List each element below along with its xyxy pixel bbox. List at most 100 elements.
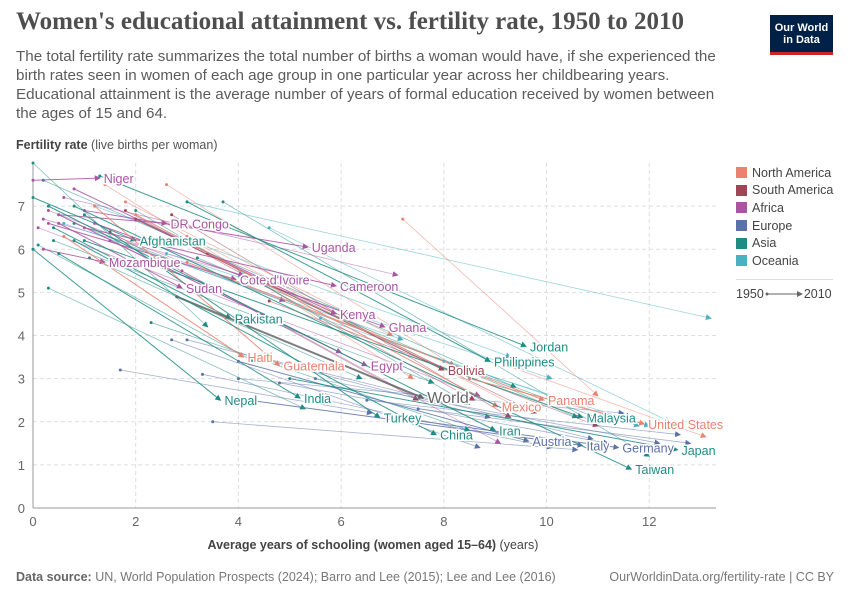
country-label[interactable]: United States (647, 416, 725, 433)
arrow-line (94, 205, 281, 367)
arrow-line (269, 227, 671, 423)
start-point (288, 377, 292, 381)
country-label[interactable]: World (426, 389, 471, 409)
arrow-sudan[interactable] (57, 221, 183, 289)
arrow-series-58[interactable] (257, 355, 594, 441)
country-label[interactable]: Haiti (246, 350, 274, 367)
arrow-series-51[interactable] (200, 372, 553, 450)
arrow-mexico[interactable] (134, 213, 499, 408)
arrow-india[interactable] (57, 252, 301, 399)
country-label[interactable]: Turkey (382, 410, 423, 427)
arrow-series-42[interactable] (267, 299, 599, 428)
credit-link[interactable]: OurWorldinData.org/fertility-rate | CC B… (609, 570, 834, 584)
arrow-guatemala[interactable] (93, 204, 281, 367)
arrow-line (402, 218, 599, 397)
start-point (46, 286, 50, 290)
arrow-series-72[interactable] (267, 226, 671, 423)
arrow-haiti[interactable] (62, 234, 245, 358)
arrow-line (186, 261, 545, 402)
arrow-bolivia[interactable] (134, 217, 445, 371)
arrow-italy[interactable] (247, 398, 584, 448)
arrow-mozambique[interactable] (41, 247, 106, 265)
legend-label: Africa (752, 200, 784, 215)
arrow-iran[interactable] (46, 204, 497, 431)
country-label[interactable]: Mozambique (107, 255, 182, 272)
country-label[interactable]: Austria (531, 434, 573, 451)
arrow-series-35[interactable] (185, 234, 522, 410)
country-label[interactable]: Egypt (369, 358, 404, 375)
arrow-series-54[interactable] (118, 368, 373, 416)
arrow-pakistan[interactable] (52, 226, 232, 319)
arrow-austria[interactable] (236, 359, 530, 443)
country-label[interactable]: Uganda (310, 240, 357, 257)
country-label[interactable]: Nepal (223, 393, 259, 410)
arrow-series-76[interactable] (185, 200, 712, 321)
legend-item-oceania[interactable]: Oceania (736, 252, 833, 270)
start-point (319, 316, 323, 320)
arrow-cote-d-ivoire[interactable] (46, 221, 237, 281)
arrow-series-56[interactable] (211, 420, 579, 453)
legend-item-south-america[interactable]: South America (736, 182, 833, 200)
arrow-series-64[interactable] (52, 239, 435, 384)
start-point (134, 208, 138, 212)
arrow-germany[interactable] (390, 415, 620, 450)
arrow-panama[interactable] (185, 260, 545, 402)
legend-item-north-america[interactable]: North America (736, 164, 833, 182)
country-label[interactable]: Ghana (387, 319, 428, 336)
country-label[interactable]: Taiwan (634, 462, 676, 479)
country-label[interactable]: DR Congo (169, 216, 230, 233)
country-label[interactable]: Jordan (528, 339, 569, 356)
start-point (98, 174, 102, 178)
arrow-series-52[interactable] (365, 398, 682, 438)
country-label[interactable]: India (303, 391, 333, 408)
arrow-niger[interactable] (31, 175, 101, 182)
arrow-afghanistan[interactable] (31, 196, 137, 242)
owid-logo[interactable]: Our World in Data (770, 15, 833, 55)
arrow-line (222, 201, 651, 457)
arrow-series-32[interactable] (401, 217, 599, 397)
country-label[interactable]: Afghanistan (138, 233, 207, 250)
arrow-taiwan[interactable] (72, 204, 633, 470)
country-label[interactable]: Malaysia (585, 410, 637, 427)
arrow-series-77[interactable] (319, 316, 640, 428)
country-label[interactable]: Mexico (500, 399, 543, 416)
start-point (365, 398, 369, 402)
start-point (257, 355, 261, 359)
country-label[interactable]: Bolivia (446, 363, 486, 380)
legend-item-asia[interactable]: Asia (736, 234, 833, 252)
country-label[interactable]: Japan (680, 442, 717, 459)
arrow-japan[interactable] (288, 377, 679, 452)
arrow-series-63[interactable] (134, 208, 471, 406)
start-point (165, 252, 169, 256)
country-label[interactable]: Cameroon (338, 278, 399, 295)
country-label[interactable]: Panama (546, 393, 596, 410)
country-label[interactable]: Sudan (184, 281, 223, 298)
arrow-philippines[interactable] (185, 200, 491, 362)
country-label[interactable]: Italy (585, 438, 612, 455)
x-tick-label: 2 (132, 514, 139, 529)
country-label[interactable]: Kenya (338, 306, 376, 323)
arrow-nepal[interactable] (31, 247, 222, 401)
arrow-united-states[interactable] (468, 377, 646, 426)
arrow-series-70[interactable] (36, 243, 255, 362)
arrow-jordan[interactable] (98, 174, 527, 348)
legend-item-europe[interactable]: Europe (736, 217, 833, 235)
country-label[interactable]: Iran (498, 423, 523, 440)
y-tick-label: 4 (18, 329, 25, 344)
time-start: 1950 (736, 287, 764, 301)
country-label[interactable]: Guatemala (282, 358, 346, 375)
country-label[interactable]: Germany (621, 440, 676, 457)
arrow-series-34[interactable] (165, 183, 455, 367)
country-label[interactable]: Cote d'Ivoire (238, 272, 311, 289)
arrow-china[interactable] (72, 239, 438, 436)
legend-item-africa[interactable]: Africa (736, 199, 833, 217)
legend-divider (736, 279, 833, 280)
arrow-line (248, 399, 584, 448)
arrow-series-59[interactable] (170, 338, 481, 449)
arrow-series-61[interactable] (46, 286, 307, 410)
country-label[interactable]: Philippines (493, 354, 556, 371)
country-label[interactable]: Pakistan (233, 311, 284, 328)
country-label[interactable]: China (439, 427, 475, 444)
country-label[interactable]: Niger (102, 171, 135, 188)
